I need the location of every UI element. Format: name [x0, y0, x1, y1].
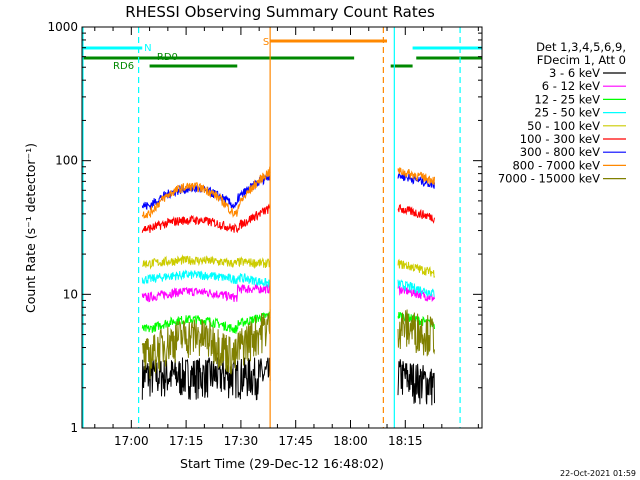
y-tick-label: 10 [63, 287, 78, 301]
series-line-8 [141, 166, 435, 219]
legend-entry-label: 3 - 6 keV [549, 66, 600, 80]
x-tick-label: 17:15 [169, 434, 204, 448]
flag-label-n: N [144, 43, 151, 54]
series-line-6 [141, 203, 435, 234]
y-tick-label: 100 [55, 154, 78, 168]
series-line-2 [141, 283, 435, 303]
x-tick-label: 18:15 [388, 434, 423, 448]
legend-entry-label: 25 - 50 keV [534, 106, 600, 120]
legend-entry-label: 300 - 800 keV [520, 145, 600, 159]
series-line-3 [141, 311, 435, 334]
y-tick-label: 1000 [47, 20, 78, 34]
y-tick-label: 1 [70, 421, 78, 435]
plot-frame [81, 26, 483, 429]
series-line-1 [141, 356, 435, 406]
legend-entry-label: 7000 - 15000 keV [498, 172, 600, 186]
y-axis-label: Count Rate (s⁻¹ detector⁻¹) [23, 143, 38, 313]
legend-header: FDecim 1, Att 0 [537, 53, 626, 67]
legend-entry-label: 6 - 12 keV [542, 79, 600, 93]
flag-label-s: S [263, 37, 269, 48]
legend-header: Det 1,3,4,5,6,9, [536, 40, 626, 54]
legend-entry-label: 12 - 25 keV [534, 92, 600, 106]
footer-date: 22-Oct-2021 01:59 [560, 469, 636, 478]
x-tick-label: 17:30 [224, 434, 259, 448]
x-tick-label: 17:45 [278, 434, 313, 448]
x-axis-label: Start Time (29-Dec-12 16:48:02) [180, 456, 384, 471]
legend-entry-label: 100 - 300 keV [520, 132, 600, 146]
chart-title: RHESSI Observing Summary Count Rates [125, 3, 435, 21]
series-line-5 [142, 254, 435, 278]
flag-label-rd0: RD0 [157, 52, 178, 63]
legend-entry-label: 800 - 7000 keV [512, 158, 600, 172]
flag-label-rd6: RD6 [113, 61, 134, 72]
series-line-9 [141, 309, 435, 379]
x-tick-label: 17:00 [114, 434, 149, 448]
series-line-4 [141, 269, 435, 298]
legend-entry-label: 50 - 100 keV [527, 119, 600, 133]
series-line-7 [141, 170, 435, 211]
x-tick-label: 18:00 [333, 434, 368, 448]
